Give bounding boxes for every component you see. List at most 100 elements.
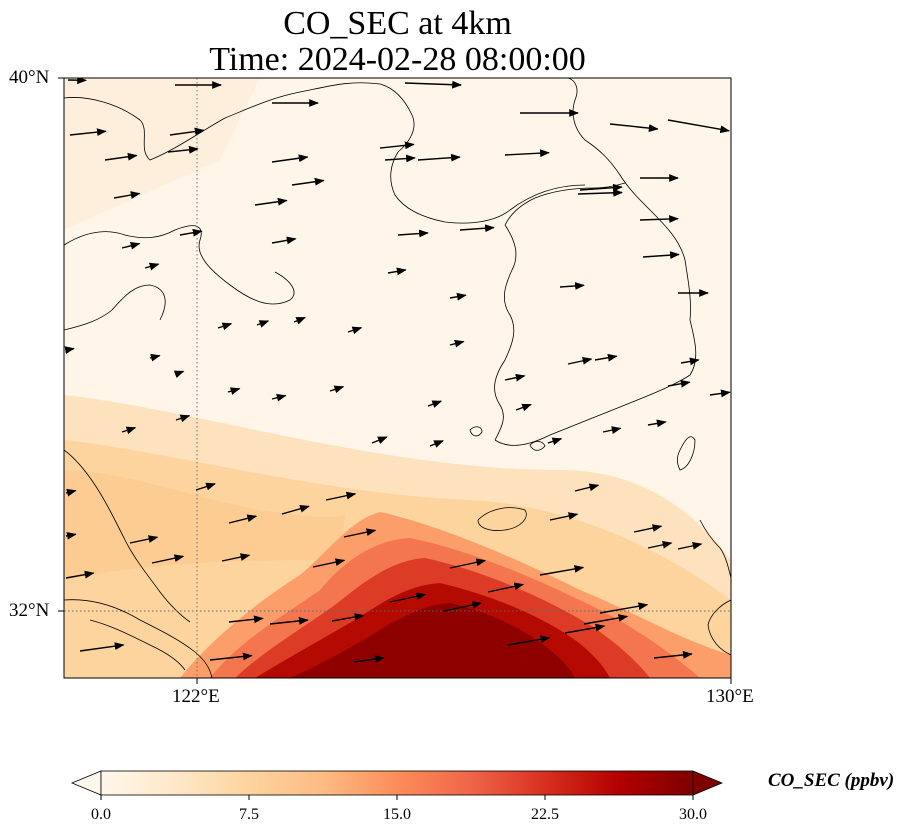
wind-vector-arrow — [547, 437, 563, 446]
wind-vector-arrow — [504, 149, 550, 158]
wind-vector-arrow — [343, 528, 377, 538]
colorbar-tick-label: 30.0 — [679, 806, 707, 823]
wind-vector-arrow — [151, 554, 185, 564]
wind-vector-arrow — [602, 426, 622, 434]
wind-vector-arrow — [64, 346, 75, 354]
wind-vector-arrow — [371, 436, 388, 444]
wind-vectors — [64, 78, 731, 663]
wind-vector-arrow — [331, 613, 365, 622]
wind-vector-arrow — [379, 141, 415, 150]
wind-vector-arrow — [564, 623, 606, 634]
wind-vector-arrow — [709, 389, 731, 398]
wind-vector-arrow — [329, 385, 345, 394]
wind-vector-arrow — [209, 652, 253, 661]
wind-vector-arrow — [271, 154, 309, 163]
colorbar-extend-max — [692, 770, 724, 796]
wind-vector-arrow — [65, 570, 95, 579]
wind-vector-arrow — [443, 601, 483, 612]
wind-vector-arrow — [504, 373, 526, 382]
wind-vector-arrow — [647, 419, 667, 428]
wind-vector-arrow — [228, 514, 258, 524]
wind-vector-arrow — [667, 119, 731, 134]
wind-vector-arrow — [347, 326, 363, 335]
wind-vector-arrow — [577, 188, 623, 197]
wind-vector-arrow — [427, 400, 443, 408]
wind-vector-arrow — [254, 197, 288, 206]
colorbar-tick-label: 22.5 — [531, 806, 559, 823]
wind-vector-arrow — [227, 387, 241, 395]
wind-vector-arrow — [79, 642, 125, 652]
wind-vector-arrow — [221, 553, 251, 562]
wind-vector-arrow — [291, 177, 325, 186]
wind-vector-arrow — [449, 292, 467, 301]
coastlines — [64, 78, 731, 678]
wind-vector-arrow — [256, 320, 270, 328]
wind-vector-arrow — [642, 251, 680, 260]
wind-vector-arrow — [149, 353, 161, 362]
wind-vector-arrow — [129, 535, 159, 544]
lon-tick-label-west: 122°E — [172, 686, 220, 707]
lon-tick-label-east: 130°E — [706, 686, 754, 707]
colorbar-tick-label: 7.5 — [239, 806, 259, 823]
wind-vector-arrow — [583, 614, 629, 625]
wind-vector-arrow — [677, 542, 703, 550]
wind-vector-arrow — [609, 123, 659, 132]
wind-vector-arrow — [271, 236, 297, 245]
wind-vector-arrow — [680, 357, 700, 366]
axis-ticks — [58, 77, 732, 684]
wind-vector-arrow — [515, 403, 532, 412]
wind-vector-arrow — [65, 531, 77, 540]
wind-vector-arrow — [144, 262, 160, 271]
wind-vector-arrow — [281, 504, 310, 515]
lat-tick-label-south: 32°N — [9, 600, 50, 621]
wind-vector-arrow — [549, 512, 579, 521]
wind-vector-arrow — [404, 80, 462, 89]
colorbar-extend-min — [70, 770, 102, 796]
wind-vector-arrow — [599, 602, 649, 614]
wind-vector-arrow — [507, 635, 551, 646]
wind-vector-arrow — [167, 145, 199, 154]
colorbar-tick-label: 15.0 — [383, 806, 411, 823]
wind-vector-arrow — [539, 565, 585, 576]
wind-vector-arrow — [449, 558, 487, 569]
wind-vector-arrow — [113, 191, 141, 199]
wind-vector-arrow — [449, 339, 465, 348]
wind-vector-arrow — [65, 488, 77, 497]
wind-vector-arrow — [639, 215, 679, 223]
wind-vector-arrow — [429, 440, 444, 448]
wind-vector-arrow — [325, 491, 357, 501]
wind-vector-arrow — [217, 322, 233, 331]
wind-vector-arrow — [271, 393, 287, 402]
wind-vector-arrow — [353, 655, 385, 663]
wind-vector-arrow — [459, 224, 495, 233]
wind-vector-arrow — [387, 267, 407, 276]
lat-tick-label-north: 40°N — [9, 67, 50, 88]
wind-vector-arrow — [228, 615, 264, 624]
wind-vector-arrow — [647, 541, 673, 549]
wind-vector-arrow — [293, 316, 307, 325]
wind-vector-arrow — [69, 128, 107, 137]
wind-vector-arrow — [169, 127, 205, 136]
wind-vector-arrow — [559, 282, 585, 290]
graticule — [64, 78, 731, 678]
wind-vector-arrow — [179, 228, 203, 237]
wind-vector-arrow — [574, 483, 600, 492]
wind-vector-arrow — [653, 651, 693, 659]
map-title-variable: CO_SEC at 4km — [283, 5, 512, 42]
wind-vector-arrow — [175, 414, 191, 423]
wind-vector-arrow — [173, 370, 185, 378]
wind-vector-arrow — [633, 524, 663, 533]
wind-vector-arrow — [121, 241, 141, 250]
wind-vector-arrow — [487, 582, 525, 593]
wind-vector-arrow — [195, 482, 216, 491]
wind-vector-arrow — [567, 357, 593, 365]
co-concentration-field — [64, 78, 731, 678]
wind-vector-arrow — [389, 592, 427, 603]
wind-vector-arrow — [269, 617, 309, 625]
map-frame — [63, 77, 732, 679]
wind-vector-arrow — [579, 183, 623, 192]
colorbar-label: CO_SEC (ppbv) — [768, 770, 895, 791]
colorbar-tick-label: 0.0 — [91, 806, 111, 823]
colorbar — [70, 770, 724, 800]
